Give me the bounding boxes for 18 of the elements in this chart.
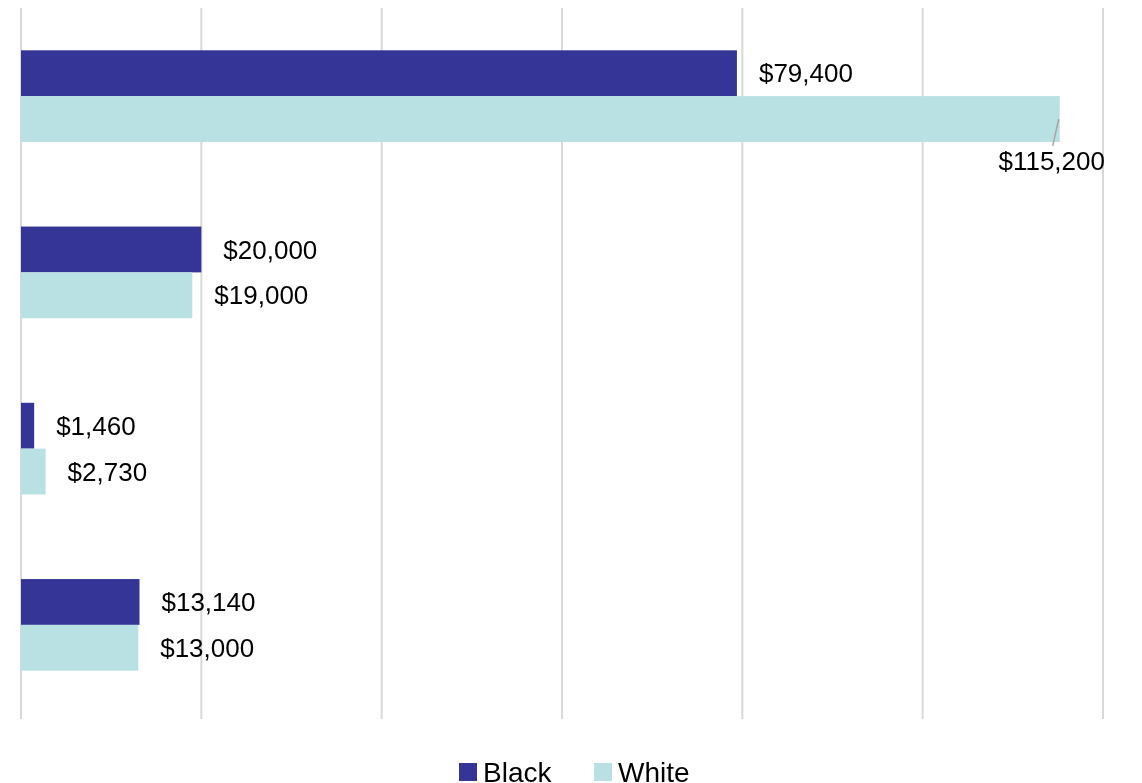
- bar: [21, 272, 193, 319]
- data-label: $20,000: [223, 234, 318, 265]
- bar: [21, 624, 139, 671]
- bar: [21, 226, 202, 273]
- data-label: $13,140: [161, 587, 256, 618]
- bar: [21, 448, 46, 495]
- legend-label: White: [618, 756, 690, 783]
- bar: [21, 96, 1060, 142]
- bar: [21, 579, 140, 625]
- bar: [21, 50, 737, 97]
- data-label: $19,000: [214, 280, 309, 311]
- bar: [21, 402, 35, 449]
- data-label: $13,000: [160, 632, 255, 663]
- legend-label: Black: [483, 756, 553, 783]
- data-label: $79,400: [758, 58, 853, 89]
- data-label: $115,200: [998, 145, 1105, 176]
- data-label: $2,730: [67, 456, 148, 487]
- data-label: $1,460: [56, 410, 136, 441]
